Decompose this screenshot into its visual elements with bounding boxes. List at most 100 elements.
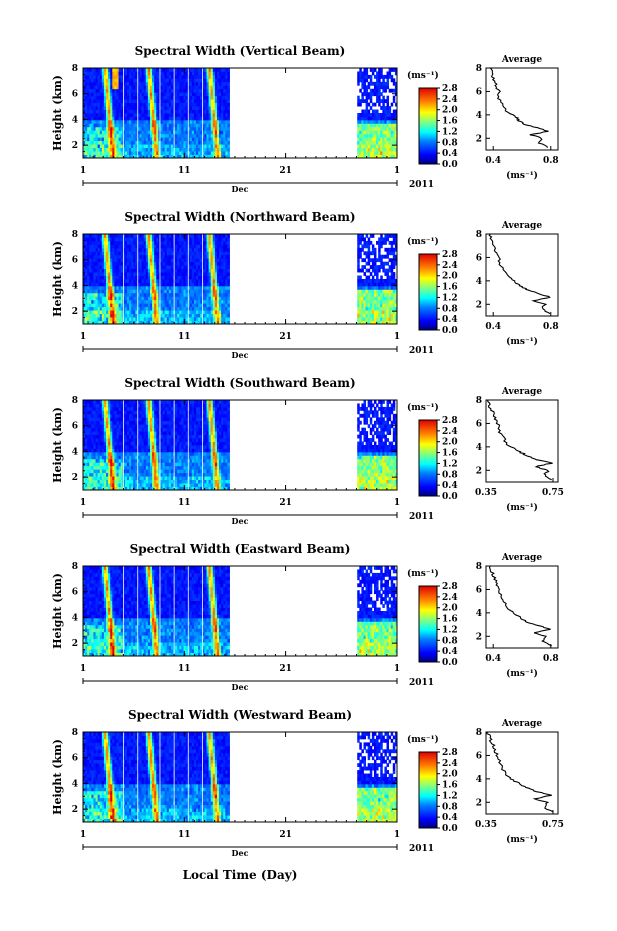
- heatmap-cell: [137, 137, 140, 142]
- heatmap-cell: [99, 85, 103, 90]
- heatmap-cell: [200, 68, 203, 72]
- heatmap-cell: [361, 144, 364, 149]
- heatmap-cell: [204, 116, 207, 121]
- heatmap-cell: [147, 74, 151, 79]
- x-tick-label: 1: [80, 166, 86, 176]
- heatmap-cell: [103, 137, 107, 142]
- heatmap-cell: [208, 109, 212, 114]
- heatmap-cell: [183, 71, 186, 76]
- heatmap-cell: [219, 78, 222, 83]
- heatmap-cell: [227, 251, 230, 256]
- heatmap-cell: [118, 258, 122, 263]
- heatmap-cell: [193, 116, 197, 121]
- heatmap-cell: [106, 306, 109, 311]
- heatmap-cell: [137, 126, 140, 131]
- heatmap-cell: [143, 130, 147, 135]
- heatmap-cell: [131, 133, 134, 138]
- heatmap-cell: [204, 109, 207, 114]
- heatmap-cell: [133, 92, 136, 97]
- heatmap-cell: [204, 92, 207, 97]
- heatmap-cell: [108, 113, 111, 117]
- heatmap-cell: [129, 106, 132, 110]
- heatmap-cell: [193, 92, 197, 97]
- heatmap-cell: [225, 147, 228, 152]
- heatmap-cell: [99, 289, 103, 294]
- heatmap-cell: [95, 102, 99, 107]
- heatmap-cell: [359, 275, 362, 280]
- heatmap-cell: [156, 151, 159, 155]
- colorbar-tick-label: 0.0: [442, 326, 458, 336]
- heatmap-cell: [126, 292, 130, 297]
- heatmap-cell: [164, 116, 168, 121]
- colorbar-tick-label: 0.4: [442, 315, 458, 325]
- heatmap-cell: [156, 119, 159, 124]
- heatmap-cell: [103, 85, 107, 90]
- heatmap-cell: [175, 71, 178, 76]
- heatmap-cell: [139, 88, 143, 93]
- heatmap-cell: [99, 292, 103, 297]
- heatmap-cell: [179, 81, 182, 86]
- heatmap-cell: [183, 116, 186, 121]
- heatmap-cell: [116, 85, 119, 90]
- heatmap-cell: [118, 88, 122, 93]
- heatmap-cell: [120, 99, 124, 104]
- heatmap-cell: [216, 144, 220, 149]
- heatmap-cell: [214, 95, 218, 100]
- heatmap-cell: [112, 71, 115, 76]
- heatmap-cell: [225, 74, 228, 79]
- heatmap-cell: [189, 126, 193, 131]
- heatmap-cell: [219, 68, 222, 72]
- heatmap-cell: [89, 81, 92, 86]
- heatmap-cell: [131, 289, 134, 294]
- heatmap: [83, 234, 398, 325]
- heatmap-cell: [99, 133, 103, 138]
- heatmap-cell: [156, 130, 159, 135]
- heatmap-cell: [101, 272, 105, 276]
- heatmap-cell: [214, 154, 218, 159]
- heatmap-cell: [95, 237, 99, 242]
- heatmap-cell: [112, 265, 115, 270]
- heatmap-cell: [137, 109, 140, 114]
- heatmap-cell: [99, 116, 103, 121]
- heatmap-cell: [116, 130, 119, 135]
- heatmap-cell: [99, 95, 103, 100]
- heatmap-cell: [133, 282, 136, 287]
- heatmap-cell: [185, 154, 189, 159]
- heatmap-cell: [131, 88, 134, 93]
- heatmap-cell: [189, 133, 193, 138]
- heatmap-cell: [139, 71, 143, 76]
- heatmap-cell: [227, 123, 230, 128]
- heatmap-cell: [97, 268, 101, 273]
- heatmap-cell: [135, 251, 138, 256]
- heatmap-cell: [99, 313, 103, 318]
- heatmap-cell: [120, 144, 124, 149]
- heatmap-cell: [162, 126, 166, 131]
- heatmap-cell: [392, 275, 396, 280]
- heatmap-cell: [187, 130, 191, 135]
- heatmap-cell: [103, 285, 107, 290]
- heatmap-cell: [87, 292, 90, 297]
- heatmap-cell: [91, 282, 94, 287]
- heatmap-cell: [133, 95, 136, 100]
- heatmap-cell: [97, 292, 101, 297]
- heatmap-cell: [380, 68, 383, 72]
- heatmap-cell: [390, 88, 394, 93]
- heatmap-cell: [124, 144, 128, 149]
- heatmap-cell: [137, 78, 140, 83]
- heatmap-cell: [106, 71, 109, 76]
- heatmap-cell: [170, 126, 174, 131]
- heatmap-cell: [168, 116, 172, 121]
- heatmap-cell: [367, 113, 371, 117]
- heatmap-cell: [126, 320, 130, 325]
- heatmap-cell: [196, 74, 199, 79]
- heatmap-cell: [185, 113, 189, 117]
- heatmap-cell: [181, 68, 184, 72]
- heatmap-cell: [359, 251, 362, 256]
- heatmap-cell: [227, 234, 230, 238]
- heatmap-cell: [101, 234, 105, 238]
- heatmap-cell: [371, 133, 375, 138]
- heatmap-cell: [160, 68, 163, 72]
- heatmap-cell: [87, 140, 90, 145]
- heatmap-cell: [162, 123, 166, 128]
- heatmap-cell: [133, 296, 136, 301]
